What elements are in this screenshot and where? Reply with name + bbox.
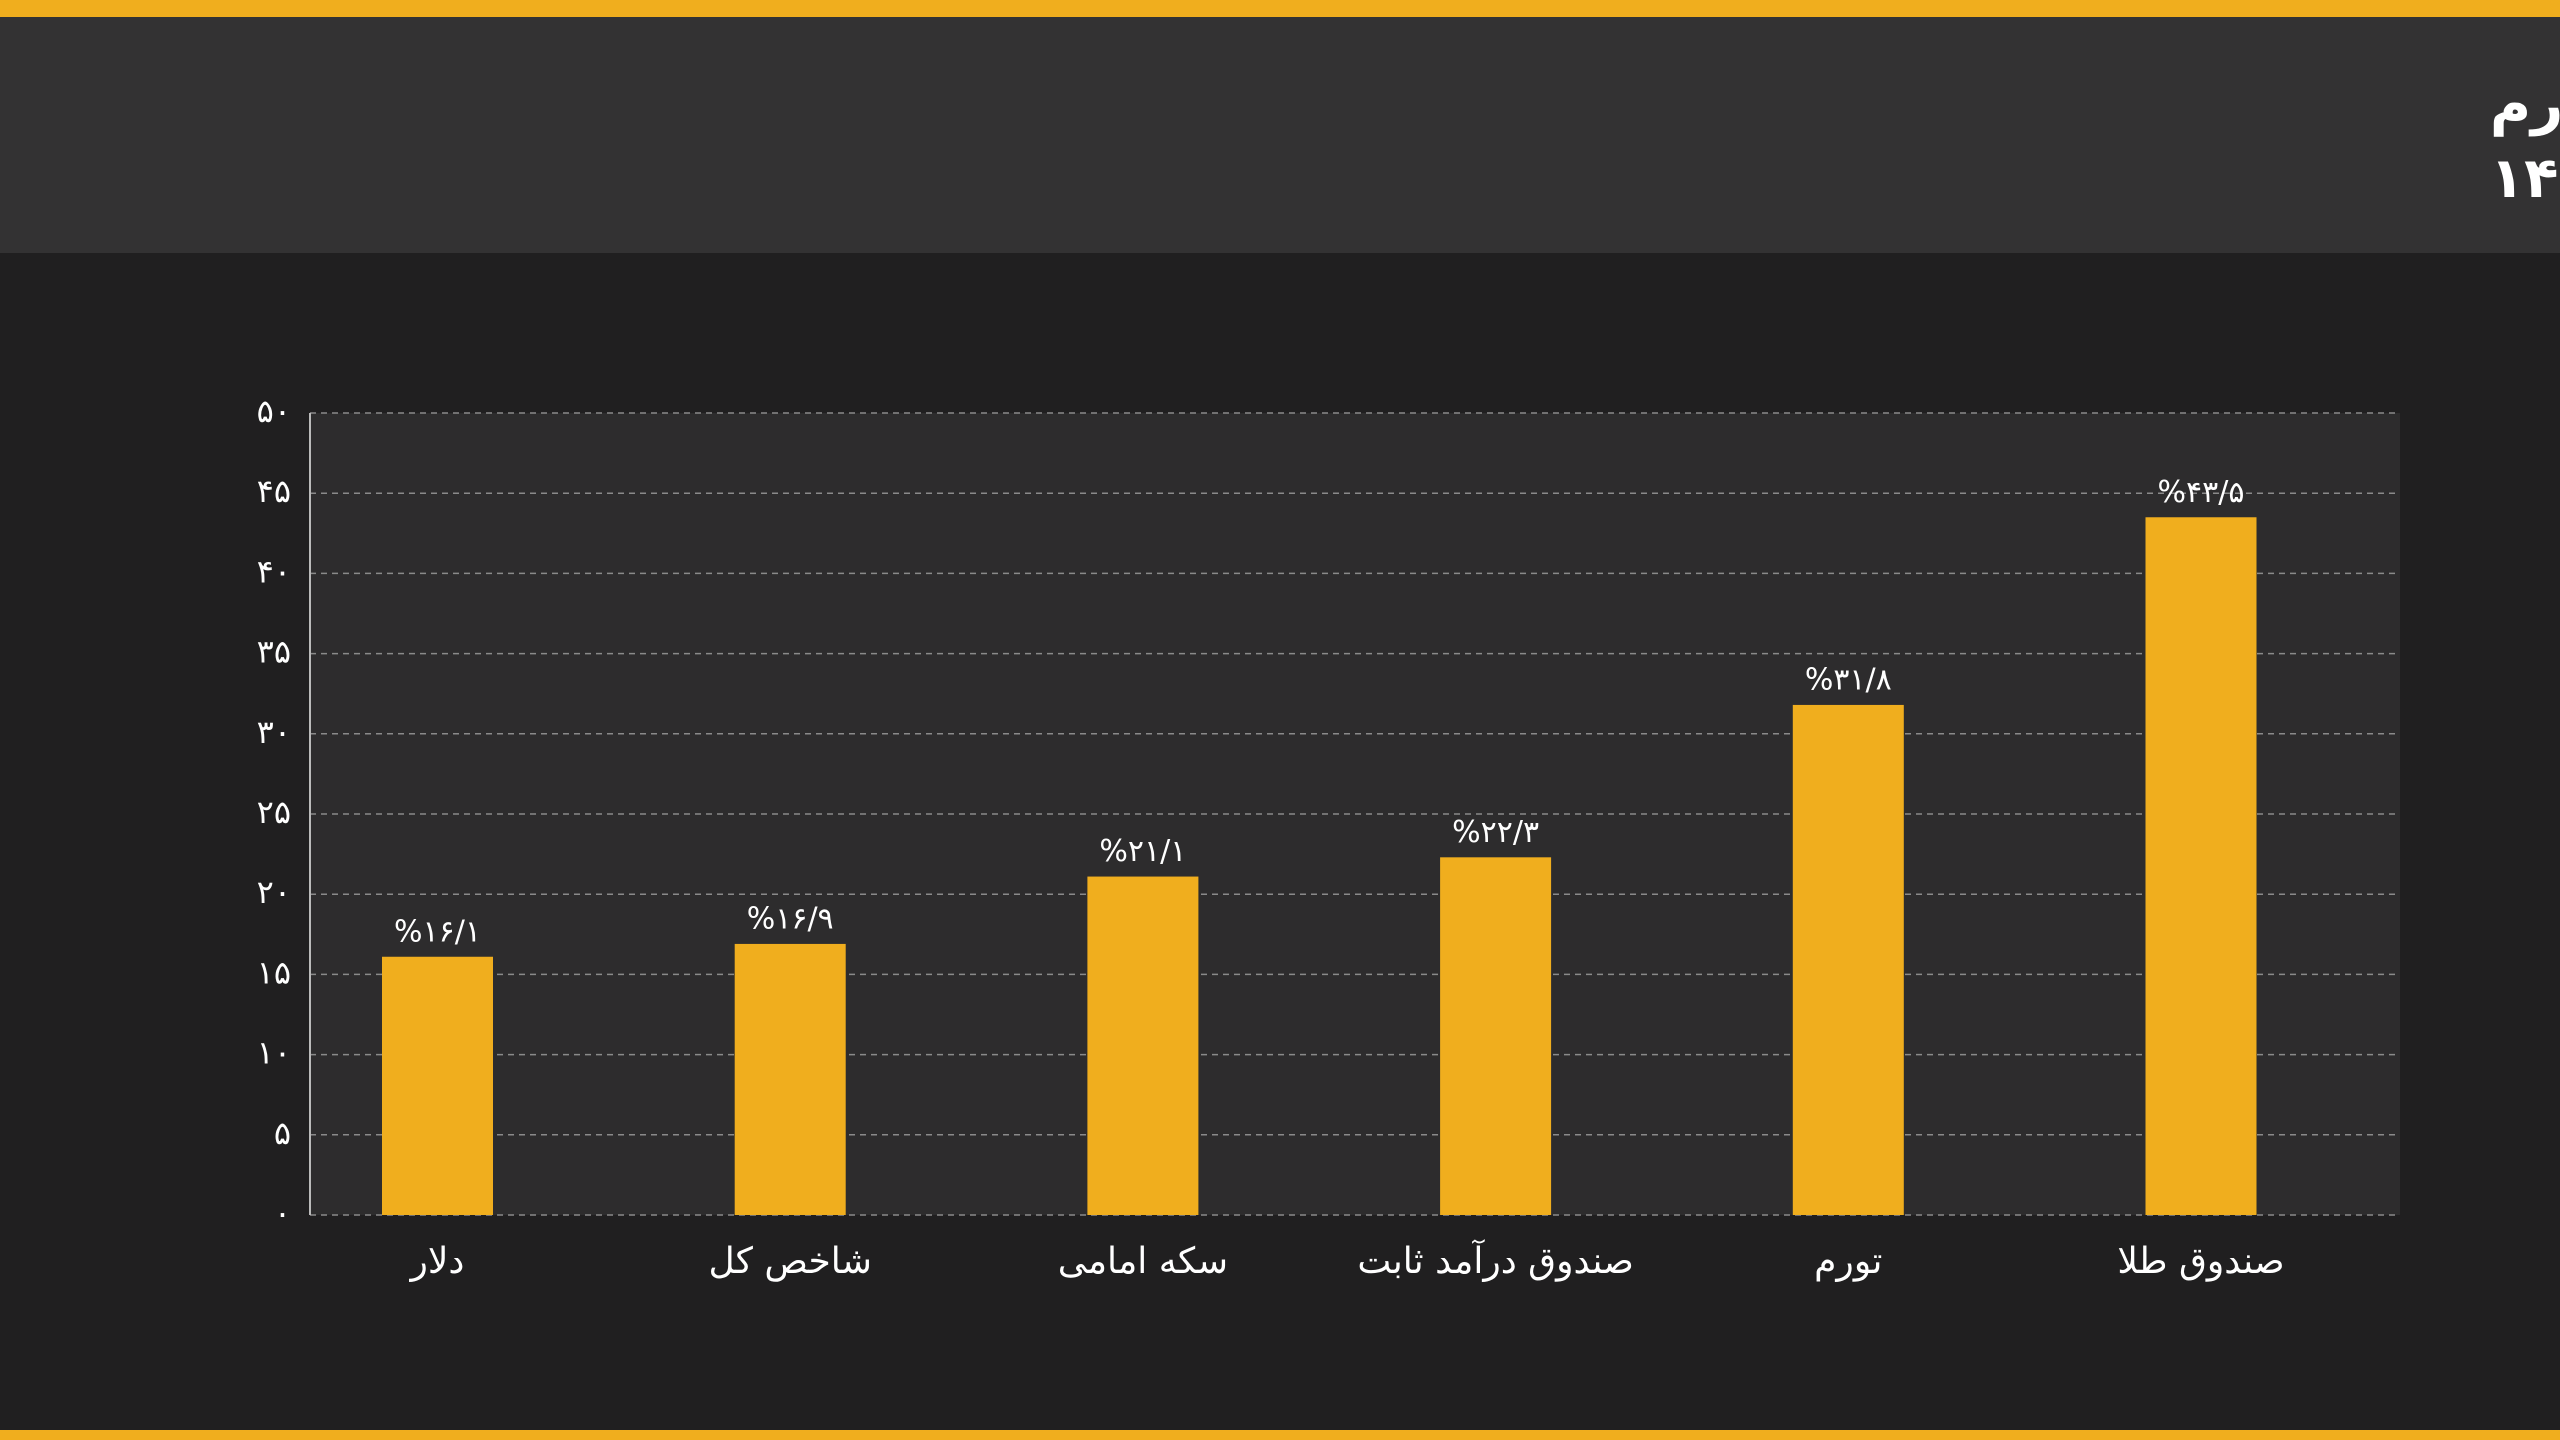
bar — [1440, 857, 1552, 1215]
bar — [1087, 876, 1199, 1215]
y-tick-label: ۳۰ — [257, 713, 291, 751]
bar — [382, 956, 493, 1215]
y-tick-label: ۳۵ — [257, 633, 291, 671]
y-tick-label: ۵ — [274, 1114, 291, 1152]
bar — [2145, 517, 2257, 1215]
bar — [734, 943, 846, 1215]
y-tick-label: ۲۵ — [257, 793, 291, 831]
y-tick-label: ۴۰ — [257, 552, 291, 590]
x-tick-label: دلار — [409, 1241, 465, 1282]
top-stripe — [0, 0, 2560, 17]
x-tick-label: صندوق طلا — [2117, 1241, 2284, 1282]
value-label: %۱۶/۱ — [394, 914, 481, 949]
y-tick-label: ۲۰ — [257, 873, 291, 911]
x-tick-label: سکه امامی — [1058, 1241, 1228, 1282]
chart-subtitle: هشت ماهه‌ی ابتدایی سال ۱۴۰۴ — [2490, 146, 2560, 211]
value-label: %۲۱/۱ — [1099, 834, 1186, 869]
x-tick-label: صندوق درآمد ثابت — [1357, 1238, 1634, 1282]
y-tick-label: ۱۰ — [257, 1034, 291, 1072]
x-tick-label: شاخص کل — [709, 1241, 872, 1282]
header-band — [0, 16, 2560, 253]
y-tick-label: ۰ — [274, 1194, 291, 1232]
value-label: %۱۶/۹ — [747, 901, 834, 936]
y-tick-label: ۵۰ — [257, 392, 291, 430]
value-label: %۳۱/۸ — [1805, 662, 1892, 697]
bar — [1792, 704, 1904, 1215]
value-label: %۲۲/۳ — [1452, 815, 1539, 850]
y-tick-label: ۱۵ — [257, 953, 291, 991]
value-label: %۴۳/۵ — [2158, 475, 2245, 510]
y-tick-label: ۴۵ — [257, 472, 291, 510]
chart-title: درصد رشد کلاس‌های مختلف دارایی در مقایسه… — [2490, 72, 2560, 137]
bottom-stripe — [0, 1430, 2560, 1440]
x-tick-label: تورم — [1814, 1241, 1882, 1282]
